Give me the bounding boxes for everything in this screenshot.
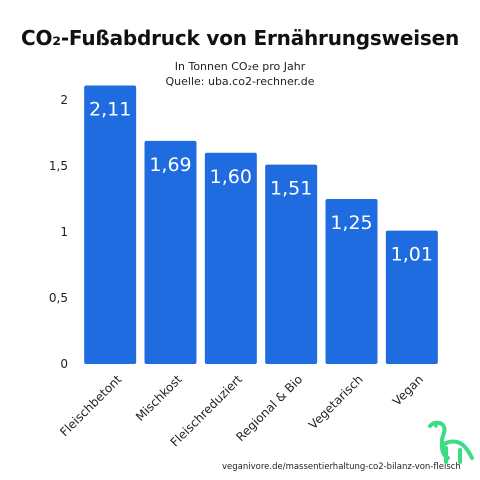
bar <box>204 152 257 364</box>
y-tick-label: 1 <box>60 225 68 239</box>
y-tick-label: 0 <box>60 357 68 371</box>
bar <box>84 85 137 364</box>
x-category-label: Regional & Bio <box>233 372 305 444</box>
x-category-label: Vegan <box>390 372 426 408</box>
bar-value-label: 1,60 <box>210 166 252 188</box>
x-category-label: Fleischbetont <box>57 372 124 439</box>
bar-value-label: 2,11 <box>89 98 131 120</box>
footer-url: veganivore.de/massentierhaltung-co2-bila… <box>222 462 461 472</box>
dinosaur-icon <box>428 420 474 464</box>
chart-title: CO₂-Fußabdruck von Ernährungsweisen <box>20 26 460 50</box>
y-tick-label: 2 <box>60 93 68 107</box>
bar-value-label: 1,25 <box>330 212 372 234</box>
x-category-label: Mischkost <box>133 372 185 424</box>
bar <box>144 140 197 364</box>
y-tick-label: 1,5 <box>49 159 68 173</box>
bar <box>325 199 378 364</box>
chart-subtitle: In Tonnen CO₂e pro Jahr <box>174 60 306 73</box>
bar-value-label: 1,51 <box>270 178 312 200</box>
x-category-label: Vegetarisch <box>306 372 366 432</box>
chart-source: Quelle: uba.co2-rechner.de <box>165 75 315 88</box>
y-tick-label: 0,5 <box>49 291 68 305</box>
bar <box>385 230 438 364</box>
bar-value-label: 1,69 <box>149 154 191 176</box>
bar <box>265 164 318 364</box>
bar-value-label: 1,01 <box>391 244 433 266</box>
